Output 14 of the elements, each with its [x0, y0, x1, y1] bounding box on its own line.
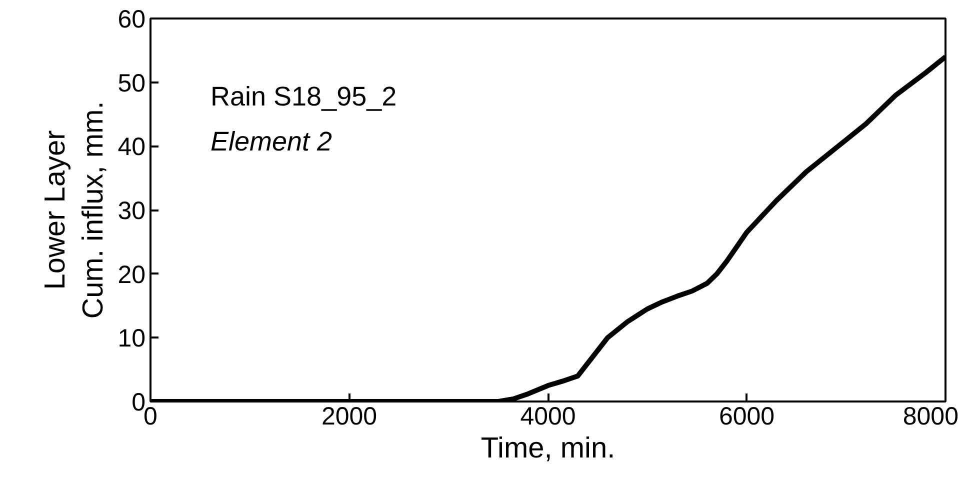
x-axis-title: Time, min. — [480, 432, 616, 464]
y-axis-title: Lower Layer Cum. influx, mm. — [39, 101, 110, 319]
x-tick-label: 2000 — [321, 402, 378, 430]
y-tick-label: 50 — [118, 69, 146, 98]
x-tick-label: 6000 — [718, 402, 775, 430]
y-tick-label: 10 — [118, 324, 146, 353]
annotation: Rain S18_95_2 — [210, 82, 397, 112]
y-tick-label: 20 — [118, 260, 146, 289]
y-tick-label: 60 — [118, 6, 146, 34]
x-tick-label: 4000 — [520, 402, 576, 430]
y-tick-label: 40 — [118, 133, 146, 162]
x-tick-label: 8000 — [902, 402, 958, 430]
annotation: Element 2 — [210, 126, 332, 156]
y-tick-label: 30 — [118, 197, 146, 225]
